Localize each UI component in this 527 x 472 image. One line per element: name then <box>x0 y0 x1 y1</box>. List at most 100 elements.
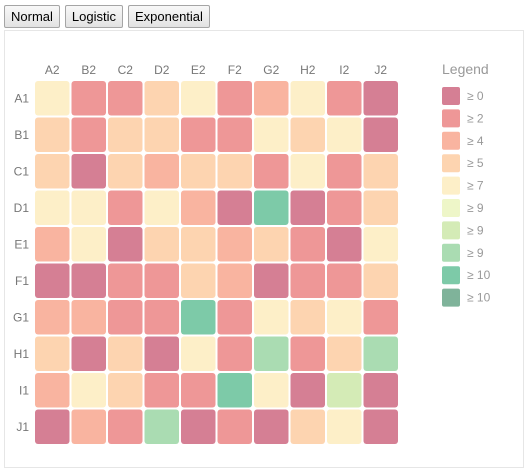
heatmap-cell[interactable] <box>217 409 253 445</box>
heatmap-cell[interactable] <box>144 300 180 335</box>
heatmap-cell[interactable] <box>181 190 216 226</box>
heatmap-cell[interactable] <box>217 117 253 153</box>
heatmap-cell[interactable] <box>327 81 362 116</box>
heatmap-cell[interactable] <box>217 154 253 189</box>
heatmap-cell[interactable] <box>327 373 362 408</box>
heatmap-cell[interactable] <box>363 190 399 226</box>
heatmap-cell[interactable] <box>35 336 70 372</box>
heatmap-cell[interactable] <box>363 227 399 262</box>
heatmap-cell[interactable] <box>254 373 289 408</box>
heatmap-cell[interactable] <box>254 227 289 262</box>
heatmap-cell[interactable] <box>181 154 216 189</box>
heatmap-cell[interactable] <box>71 154 107 189</box>
heatmap-cell[interactable] <box>35 154 70 189</box>
heatmap-cell[interactable] <box>108 373 143 408</box>
heatmap-cell[interactable] <box>35 409 70 445</box>
heatmap-cell[interactable] <box>363 154 399 189</box>
heatmap-cell[interactable] <box>363 409 399 445</box>
heatmap-cell[interactable] <box>71 373 107 408</box>
heatmap-cell[interactable] <box>144 409 180 445</box>
heatmap-cell[interactable] <box>290 117 326 153</box>
heatmap-cell[interactable] <box>144 81 180 116</box>
heatmap-cell[interactable] <box>71 81 107 116</box>
normal-button[interactable]: Normal <box>4 5 60 28</box>
heatmap-cell[interactable] <box>108 190 143 226</box>
heatmap-cell[interactable] <box>327 300 362 335</box>
heatmap-cell[interactable] <box>217 373 253 408</box>
heatmap-cell[interactable] <box>363 117 399 153</box>
heatmap-cell[interactable] <box>327 154 362 189</box>
heatmap-cell[interactable] <box>290 263 326 299</box>
heatmap-cell[interactable] <box>327 336 362 372</box>
heatmap-cell[interactable] <box>35 227 70 262</box>
heatmap-cell[interactable] <box>254 409 289 445</box>
heatmap-cell[interactable] <box>144 154 180 189</box>
heatmap-cell[interactable] <box>254 154 289 189</box>
heatmap-cell[interactable] <box>217 336 253 372</box>
heatmap-cell[interactable] <box>181 373 216 408</box>
exponential-button[interactable]: Exponential <box>127 5 210 28</box>
heatmap-cell[interactable] <box>290 373 326 408</box>
heatmap-cell[interactable] <box>363 263 399 299</box>
heatmap-cell[interactable] <box>71 117 107 153</box>
heatmap-cell[interactable] <box>290 81 326 116</box>
heatmap-cell[interactable] <box>217 300 253 335</box>
heatmap-cell[interactable] <box>144 190 180 226</box>
heatmap-cell[interactable] <box>108 300 143 335</box>
heatmap-cell[interactable] <box>290 409 326 445</box>
heatmap-cell[interactable] <box>254 336 289 372</box>
heatmap-cell[interactable] <box>181 300 216 335</box>
heatmap-cell[interactable] <box>290 190 326 226</box>
heatmap-cell[interactable] <box>144 336 180 372</box>
heatmap-cell[interactable] <box>108 227 143 262</box>
heatmap-cell[interactable] <box>254 117 289 153</box>
heatmap-cell[interactable] <box>290 300 326 335</box>
heatmap-cell[interactable] <box>144 117 180 153</box>
heatmap-cell[interactable] <box>254 300 289 335</box>
heatmap-cell[interactable] <box>35 373 70 408</box>
heatmap-cell[interactable] <box>217 227 253 262</box>
heatmap-cell[interactable] <box>144 373 180 408</box>
heatmap-cell[interactable] <box>290 336 326 372</box>
heatmap-cell[interactable] <box>254 263 289 299</box>
heatmap-cell[interactable] <box>71 190 107 226</box>
heatmap-cell[interactable] <box>181 336 216 372</box>
heatmap-cell[interactable] <box>35 117 70 153</box>
heatmap-cell[interactable] <box>181 81 216 116</box>
heatmap-cell[interactable] <box>108 117 143 153</box>
heatmap-cell[interactable] <box>35 300 70 335</box>
heatmap-cell[interactable] <box>363 336 399 372</box>
heatmap-cell[interactable] <box>108 336 143 372</box>
heatmap-cell[interactable] <box>108 409 143 445</box>
heatmap-cell[interactable] <box>363 300 399 335</box>
heatmap-cell[interactable] <box>327 227 362 262</box>
heatmap-cell[interactable] <box>217 190 253 226</box>
heatmap-cell[interactable] <box>144 227 180 262</box>
heatmap-cell[interactable] <box>35 190 70 226</box>
heatmap-cell[interactable] <box>108 263 143 299</box>
heatmap-cell[interactable] <box>217 81 253 116</box>
heatmap-cell[interactable] <box>217 263 253 299</box>
heatmap-cell[interactable] <box>290 227 326 262</box>
heatmap-cell[interactable] <box>327 117 362 153</box>
heatmap-cell[interactable] <box>35 263 70 299</box>
heatmap-cell[interactable] <box>327 190 362 226</box>
heatmap-cell[interactable] <box>327 409 362 445</box>
heatmap-cell[interactable] <box>181 227 216 262</box>
heatmap-cell[interactable] <box>181 409 216 445</box>
heatmap-cell[interactable] <box>35 81 70 116</box>
heatmap-cell[interactable] <box>144 263 180 299</box>
heatmap-cell[interactable] <box>363 373 399 408</box>
heatmap-cell[interactable] <box>71 263 107 299</box>
logistic-button[interactable]: Logistic <box>64 5 123 28</box>
heatmap-cell[interactable] <box>254 81 289 116</box>
heatmap-cell[interactable] <box>71 409 107 445</box>
heatmap-cell[interactable] <box>71 336 107 372</box>
heatmap-cell[interactable] <box>181 117 216 153</box>
heatmap-cell[interactable] <box>108 81 143 116</box>
heatmap-cell[interactable] <box>71 227 107 262</box>
heatmap-cell[interactable] <box>327 263 362 299</box>
heatmap-cell[interactable] <box>254 190 289 226</box>
heatmap-cell[interactable] <box>290 154 326 189</box>
heatmap-cell[interactable] <box>363 81 399 116</box>
